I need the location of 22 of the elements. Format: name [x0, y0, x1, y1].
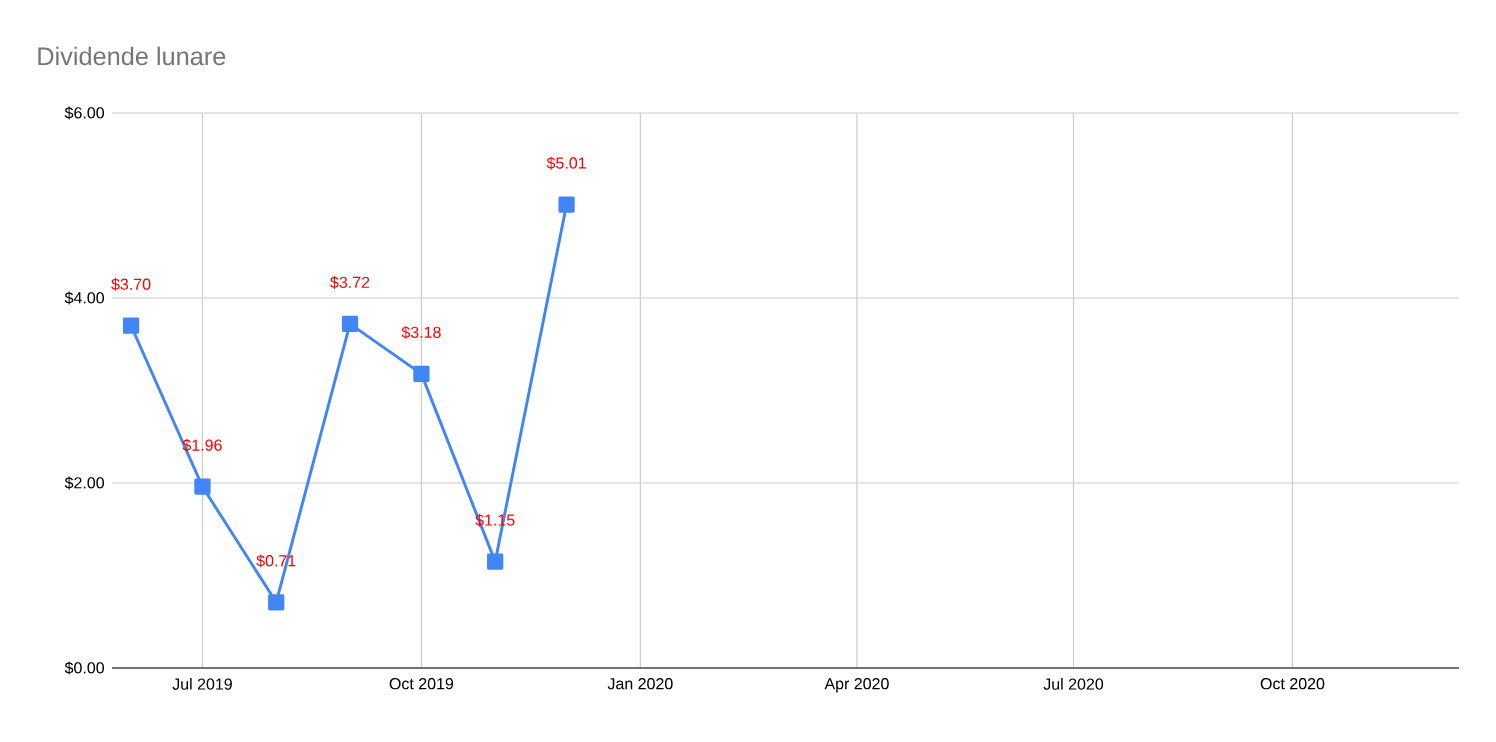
data-label: $3.70 [111, 277, 151, 291]
x-tick-label: Oct 2020 [1260, 678, 1325, 690]
y-tick-label: $2.00 [64, 476, 105, 490]
data-label: $5.01 [546, 156, 586, 170]
x-tick-label: Oct 2019 [389, 678, 454, 690]
y-tick-label: $6.00 [64, 106, 105, 120]
chart-title: Dividende lunare [38, 46, 226, 66]
x-tick-label: Jul 2020 [1043, 678, 1104, 690]
data-label: $3.18 [401, 325, 441, 339]
point [413, 365, 430, 382]
data-label: $3.72 [330, 276, 370, 289]
point [194, 478, 211, 495]
x-tick-label: Jul 2019 [172, 678, 232, 690]
point [122, 317, 140, 334]
point [341, 315, 359, 333]
point [268, 594, 285, 611]
y-tick-label: $4.00 [64, 291, 105, 305]
point [487, 553, 504, 570]
x-tick-label: Jan 2020 [607, 678, 673, 690]
point [558, 196, 575, 213]
x-tick-label: Apr 2020 [824, 678, 889, 693]
y-tick-label: $0.00 [64, 661, 105, 675]
